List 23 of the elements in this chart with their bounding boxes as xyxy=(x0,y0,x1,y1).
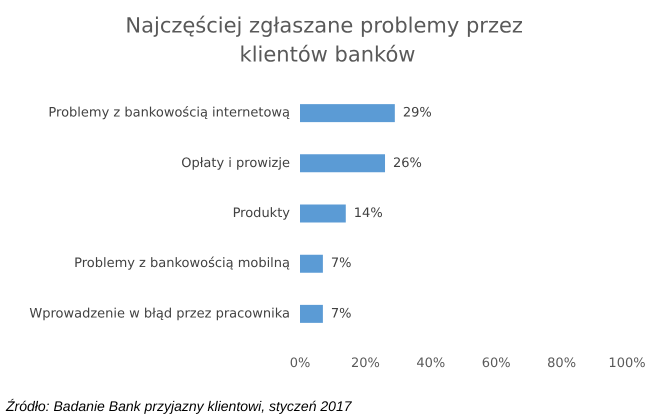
data-label: 14% xyxy=(354,206,383,221)
y-tick-label: Wprowadzenie w błąd przez pracownika xyxy=(29,306,290,322)
bar xyxy=(300,204,346,222)
y-tick-label: Problemy z bankowością internetową xyxy=(48,106,290,121)
chart-title: Najczęściej zgłaszane problemy przez klientów banków xyxy=(125,14,530,66)
text: Źródło: Badanie Bank przyjazny klientowi, styczeń 2017 xyxy=(5,398,353,414)
data-label: 29% xyxy=(402,106,432,121)
y-tick-label: Produkty xyxy=(232,206,290,221)
bar xyxy=(300,154,386,172)
y-tick-label: Opłaty i prowizje xyxy=(181,156,290,171)
bar xyxy=(300,254,323,273)
data-label: 26% xyxy=(393,156,422,171)
bar xyxy=(300,304,323,323)
x-tick-label: 20% xyxy=(350,356,380,371)
x-tick-label: 40% xyxy=(416,356,446,371)
x-tick-label: 60% xyxy=(482,356,511,371)
x-tick-label: 80% xyxy=(547,356,576,371)
data-label: 7% xyxy=(330,306,352,322)
data-label: 7% xyxy=(330,256,352,272)
y-tick-label: Problemy z bankowością mobilną xyxy=(74,256,290,272)
x-tick-label: 100% xyxy=(608,356,646,371)
bar xyxy=(300,104,395,122)
x-tick-label: 0% xyxy=(290,356,310,371)
